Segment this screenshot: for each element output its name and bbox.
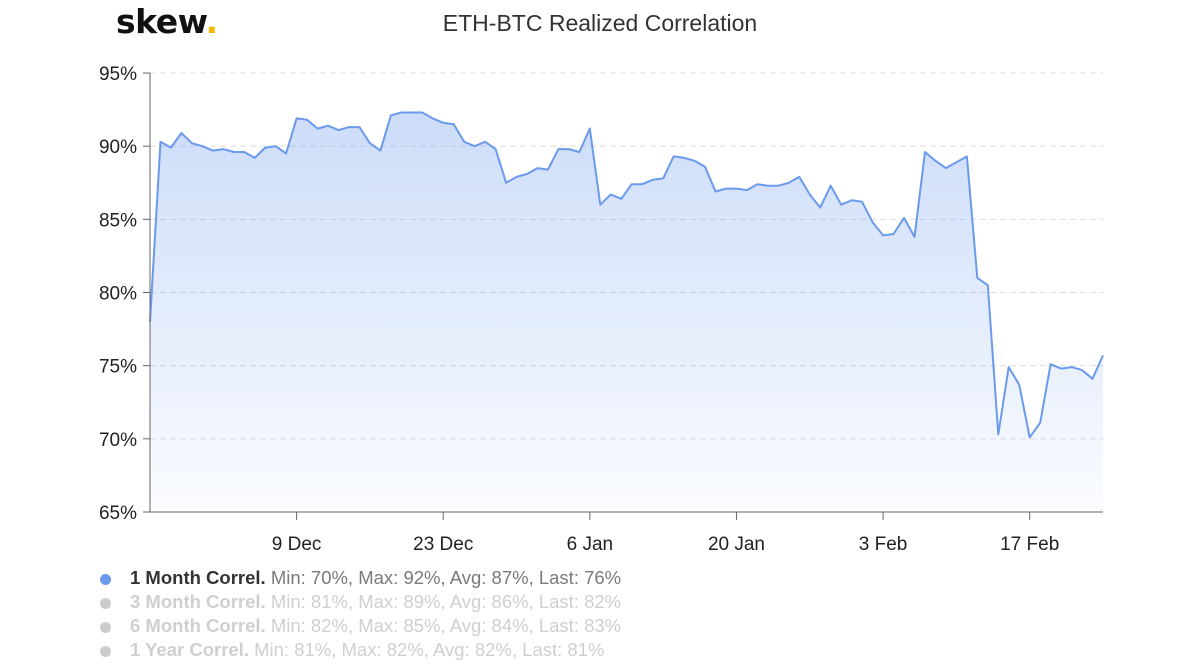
series-area-1-month [150,112,1103,512]
legend-series-stats: Min: 81%, Max: 89%, Avg: 86%, Last: 82% [270,591,622,612]
legend-series-name: 1 Year Correl [130,639,244,660]
legend-series-name: 6 Month Correl [130,615,261,636]
logo-text: skew [116,2,206,41]
legend-item-3-month[interactable]: 3 Month Correl. Min: 81%, Max: 89%, Avg:… [100,590,621,614]
y-tick-label: 85% [99,210,137,231]
skew-logo: skew. [116,0,218,44]
legend: 1 Month Correl. Min: 70%, Max: 92%, Avg:… [100,566,621,662]
x-tick-label: 9 Dec [272,534,322,555]
y-tick-label: 80% [99,284,137,305]
chart-title: ETH-BTC Realized Correlation [442,10,758,36]
legend-series-stats: Min: 70%, Max: 92%, Avg: 87%, Last: 76% [270,567,622,588]
y-tick-label: 65% [99,503,137,524]
legend-series-name: 1 Month Correl [130,567,261,588]
y-tick-label: 70% [99,430,137,451]
legend-series-name: 3 Month Correl [130,591,261,612]
x-tick-label: 3 Feb [859,534,908,555]
legend-marker [100,598,111,609]
y-axis-ticks: 65% 70% 75% 80% 85% 90% 95% [99,64,150,524]
series-line-1-month [149,111,1104,439]
x-tick-label: 20 Jan [708,534,765,555]
legend-name-period: . [260,591,266,612]
legend-item-6-month[interactable]: 6 Month Correl. Min: 82%, Max: 85%, Avg:… [100,614,621,638]
legend-item-1-year[interactable]: 1 Year Correl. Min: 81%, Max: 82%, Avg: … [100,638,621,662]
legend-name-period: . [260,567,266,588]
legend-marker [100,646,111,657]
legend-name-period: . [260,615,266,636]
logo-dot: . [205,2,218,41]
legend-item-1-month[interactable]: 1 Month Correl. Min: 70%, Max: 92%, Avg:… [100,566,621,590]
x-tick-label: 23 Dec [413,534,473,555]
x-tick-label: 6 Jan [567,534,613,555]
legend-marker [100,574,111,585]
legend-series-stats: Min: 82%, Max: 85%, Avg: 84%, Last: 83% [270,615,622,636]
area-layer [149,111,1104,512]
x-axis-ticks: 9 Dec 23 Dec 6 Jan 20 Jan 3 Feb 17 Feb [272,512,1059,555]
x-tick-label: 17 Feb [1000,534,1059,555]
legend-name-period: . [243,639,249,660]
legend-series-stats: Min: 81%, Max: 82%, Avg: 82%, Last: 81% [254,639,605,660]
y-tick-label: 75% [99,357,137,378]
legend-marker [100,622,111,633]
y-tick-label: 95% [99,64,137,85]
y-tick-label: 90% [99,137,137,158]
